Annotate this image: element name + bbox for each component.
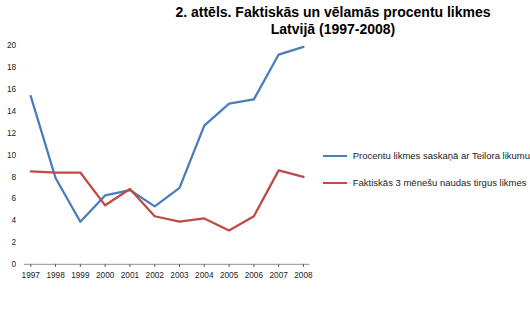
svg-text:8: 8 [11,173,16,182]
svg-text:20: 20 [7,41,17,50]
svg-text:2008: 2008 [294,271,313,280]
html-text:Faktiskās 3 mēnešu naudas tirg: Faktiskās 3 mēnešu naudas tirgus likmes [352,177,527,188]
svg-text:6: 6 [11,194,16,203]
svg-text:2006: 2006 [245,271,264,280]
svg-text:2002: 2002 [146,271,165,280]
svg-text:10: 10 [7,151,17,160]
svg-text:2004: 2004 [195,271,214,280]
svg-text:1997: 1997 [22,271,41,280]
svg-text:14: 14 [7,107,17,116]
svg-text:18: 18 [7,63,17,72]
svg-text:2001: 2001 [121,271,140,280]
svg-text:2000: 2000 [96,271,115,280]
svg-text:1998: 1998 [46,271,65,280]
svg-text:12: 12 [7,129,17,138]
svg-text:1999: 1999 [71,271,90,280]
svg-text:16: 16 [7,85,17,94]
svg-text:2007: 2007 [269,271,288,280]
svg-text:2005: 2005 [220,271,239,280]
svg-text:2: 2 [11,238,16,247]
html-text:2. attēls. Faktiskās un vēlamā: 2. attēls. Faktiskās un vēlamās procentu… [175,4,491,37]
svg-text:0: 0 [11,260,16,269]
html-text:Procentu likmes saskaņā ar Tei: Procentu likmes saskaņā ar Teilora likum… [352,150,530,161]
svg-text:4: 4 [11,216,16,225]
svg-text:2003: 2003 [170,271,189,280]
